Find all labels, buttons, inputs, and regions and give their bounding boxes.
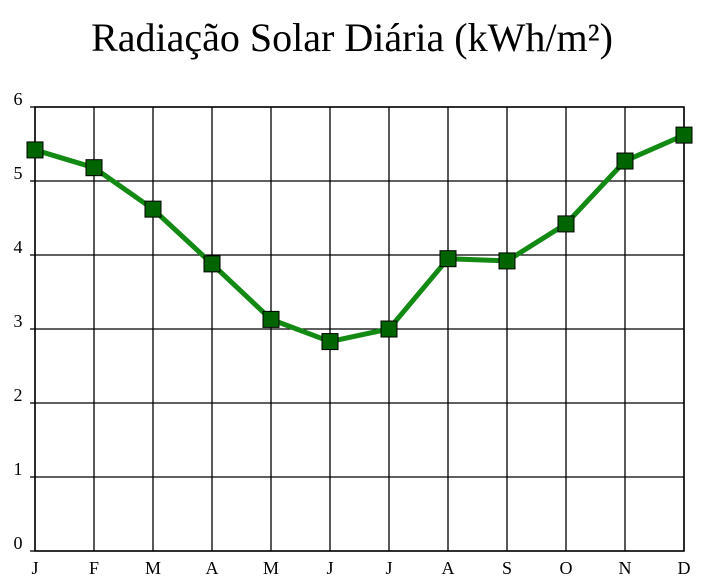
x-tick-label: F <box>89 558 99 578</box>
x-tick-label: N <box>619 558 632 578</box>
marker <box>85 159 103 177</box>
marker <box>498 252 516 270</box>
y-tick-label: 6 <box>14 89 23 109</box>
marker <box>321 333 339 351</box>
y-tick-label: 5 <box>14 163 23 183</box>
y-tick-label: 2 <box>14 385 23 405</box>
marker <box>439 250 457 268</box>
y-tick-label: 4 <box>14 237 23 257</box>
x-tick-label: J <box>385 558 392 578</box>
marker <box>144 200 162 218</box>
y-tick-label: 1 <box>14 459 23 479</box>
x-tick-label: J <box>326 558 333 578</box>
marker <box>262 310 280 328</box>
marker <box>380 320 398 338</box>
x-tick-label: J <box>31 558 38 578</box>
x-tick-label: D <box>678 558 691 578</box>
marker <box>616 152 634 170</box>
x-tick-label: A <box>206 558 219 578</box>
x-tick-label: A <box>442 558 455 578</box>
plot-border <box>34 106 685 552</box>
x-tick-label: S <box>502 558 512 578</box>
marker <box>675 126 693 144</box>
x-tick-label: M <box>145 558 161 578</box>
marker <box>203 255 221 273</box>
y-tick-label: 0 <box>14 533 23 553</box>
x-tick-label: M <box>263 558 279 578</box>
x-tick-label: O <box>560 558 573 578</box>
marker <box>557 215 575 233</box>
chart-title: Radiação Solar Diária (kWh/m²) <box>91 15 613 60</box>
y-tick-label: 3 <box>14 311 23 331</box>
line <box>34 132 686 345</box>
marker <box>26 141 44 159</box>
